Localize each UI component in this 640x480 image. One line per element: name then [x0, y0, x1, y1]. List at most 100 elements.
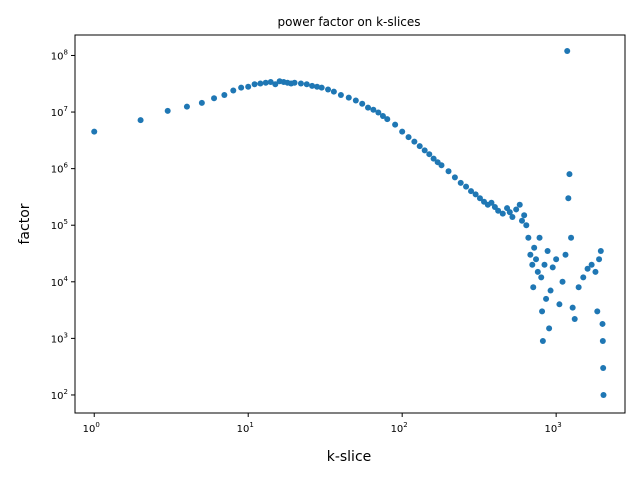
y-tick-base: 10 — [51, 108, 64, 119]
x-tick-exponent: 3 — [557, 421, 561, 429]
data-point — [445, 168, 452, 175]
data-point — [416, 143, 423, 150]
data-point — [562, 251, 569, 258]
data-point — [91, 128, 98, 135]
data-point — [438, 162, 445, 169]
x-tick-exponent: 2 — [403, 421, 407, 429]
data-point — [451, 174, 458, 181]
x-tick-label: 102 — [391, 421, 408, 435]
data-point — [536, 234, 543, 241]
data-point — [337, 92, 344, 99]
data-point — [468, 188, 475, 195]
y-tick-label: 107 — [51, 105, 68, 119]
data-point — [584, 265, 591, 272]
data-point — [580, 274, 587, 281]
data-point — [534, 268, 541, 275]
x-tick-label: 100 — [83, 421, 100, 435]
data-point — [568, 234, 575, 241]
y-tick-exponent: 8 — [64, 48, 68, 56]
y-tick-label: 102 — [51, 388, 68, 402]
data-point — [211, 95, 218, 102]
data-point — [421, 147, 428, 154]
data-point — [137, 117, 144, 124]
data-point — [592, 268, 599, 275]
data-point — [384, 116, 391, 123]
data-point — [531, 244, 538, 251]
data-point — [541, 261, 548, 268]
data-point — [596, 256, 603, 263]
data-point — [521, 212, 528, 219]
data-point — [430, 155, 437, 162]
data-point — [272, 81, 279, 88]
data-point — [262, 79, 269, 86]
y-tick-exponent: 7 — [64, 105, 68, 113]
y-tick-label: 108 — [51, 48, 68, 62]
x-axis-ticks: 100 101 102 103 — [83, 413, 562, 435]
data-point — [539, 308, 546, 315]
data-point — [597, 248, 604, 255]
data-point — [600, 364, 607, 371]
data-point — [472, 191, 479, 198]
data-point — [345, 94, 352, 101]
data-point — [370, 106, 377, 113]
data-point — [530, 284, 537, 291]
data-point — [392, 121, 399, 128]
data-point — [267, 78, 274, 85]
data-point — [549, 264, 556, 271]
data-point — [411, 138, 418, 145]
y-tick-exponent: 3 — [64, 331, 68, 339]
data-point — [303, 81, 310, 88]
data-point — [509, 213, 516, 220]
data-point — [599, 320, 606, 327]
data-point — [506, 209, 513, 216]
data-point — [565, 195, 572, 202]
data-point — [600, 391, 607, 398]
plot-frame — [74, 34, 626, 414]
data-point — [588, 261, 595, 268]
data-point — [325, 86, 332, 93]
y-tick-label: 104 — [51, 275, 69, 289]
data-point — [569, 304, 576, 311]
y-tick-exponent: 4 — [64, 275, 69, 283]
x-tick-base: 10 — [391, 424, 404, 435]
data-point — [365, 104, 372, 111]
data-point — [379, 113, 386, 120]
data-point — [538, 274, 545, 281]
data-point — [527, 251, 534, 258]
data-point — [544, 248, 551, 255]
data-point — [297, 80, 304, 87]
x-tick-exponent: 0 — [95, 421, 99, 429]
y-tick-base: 10 — [51, 51, 64, 62]
data-point — [291, 79, 298, 86]
data-point — [245, 83, 252, 90]
data-point — [575, 284, 582, 291]
data-point — [516, 201, 523, 208]
y-axis-label: factor — [17, 203, 33, 244]
y-tick-base: 10 — [51, 334, 64, 345]
data-point — [426, 151, 433, 158]
y-tick-exponent: 6 — [64, 162, 69, 170]
data-point — [564, 47, 571, 54]
x-tick-label: 103 — [545, 421, 562, 435]
y-tick-exponent: 5 — [64, 218, 68, 226]
data-point — [164, 107, 171, 114]
y-tick-base: 10 — [51, 221, 64, 232]
y-tick-base: 10 — [51, 165, 64, 176]
data-point — [566, 171, 573, 178]
x-tick-exponent: 1 — [249, 421, 253, 429]
data-point — [251, 81, 258, 88]
data-point — [488, 199, 495, 206]
data-point — [543, 295, 550, 302]
data-point — [599, 337, 606, 344]
data-point — [309, 82, 316, 89]
y-tick-base: 10 — [51, 278, 64, 289]
chart-title: power factor on k-slices — [277, 15, 420, 29]
data-point — [529, 261, 536, 268]
y-tick-base: 10 — [51, 391, 64, 402]
data-point — [556, 301, 563, 308]
data-point — [518, 217, 525, 224]
data-point — [399, 128, 406, 135]
data-point — [257, 80, 264, 87]
